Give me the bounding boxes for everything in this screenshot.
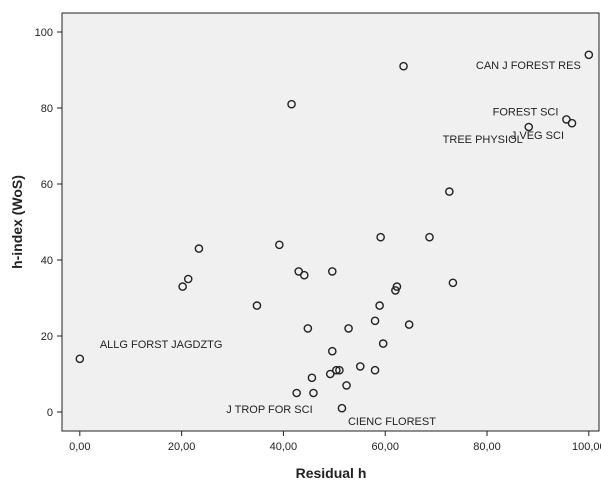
y-tick-label: 60: [41, 179, 53, 191]
point-label: CIENC FLOREST: [348, 416, 436, 428]
point-label: FOREST SCI: [493, 106, 559, 118]
data-point: [287, 99, 296, 109]
y-axis: 0 20 40 60 80 100: [35, 27, 62, 419]
data-point: [75, 354, 85, 364]
data-point: [332, 365, 341, 375]
data-point: [325, 369, 335, 379]
data-point: [299, 270, 309, 280]
y-tick-label: 20: [41, 331, 53, 343]
data-point: [275, 240, 284, 250]
x-axis: 0,00 20,00 40,00 60,00 80,00 100,00: [69, 431, 601, 453]
data-point: [448, 278, 458, 288]
plot-area: [61, 12, 600, 432]
point-label: CAN J FOREST RES: [476, 60, 581, 72]
data-point: [327, 346, 337, 356]
data-point: [327, 267, 337, 276]
x-tick-label: 0,00: [69, 441, 90, 453]
data-point: [307, 373, 317, 383]
x-axis-title: Residual h: [296, 465, 367, 481]
data-point: [567, 118, 577, 128]
data-point: [178, 282, 187, 291]
point-label: J TROP FOR SCI: [226, 404, 312, 416]
data-point: [425, 232, 434, 242]
data-point: [375, 301, 384, 310]
data-point: [342, 381, 351, 390]
data-point: [399, 61, 408, 71]
x-tick-label: 40,00: [270, 441, 298, 453]
data-point: [337, 403, 347, 413]
data-point: [194, 244, 204, 253]
point-label: J VEG SCI: [511, 130, 564, 142]
data-point: [524, 122, 534, 132]
data-point: [252, 301, 262, 310]
data-point: [335, 365, 344, 375]
x-tick-label: 100,00: [572, 441, 601, 453]
data-point: [584, 50, 594, 60]
y-axis-title: h-index (WoS): [9, 175, 25, 269]
data-point: [376, 232, 385, 242]
x-tick-label: 20,00: [168, 441, 196, 453]
data-point: [370, 365, 380, 375]
data-point: [392, 282, 402, 291]
data-point: [309, 388, 318, 398]
y-tick-label: 80: [41, 103, 53, 115]
point-label: TREE PHYSIOL: [443, 134, 523, 146]
data-point: [344, 324, 353, 333]
data-point: [378, 339, 388, 348]
data-point: [370, 316, 380, 326]
x-tick-label: 60,00: [371, 441, 399, 453]
point-labels: CAN J FOREST RES FOREST SCI J VEG SCITREE …: [100, 60, 581, 428]
y-tick-label: 40: [41, 255, 53, 267]
data-point: [404, 320, 414, 329]
data-point: [445, 187, 454, 196]
x-tick-label: 80,00: [473, 441, 501, 453]
data-point: [355, 362, 365, 371]
point-label: ALLG FORST JAGDZTG: [100, 339, 223, 351]
data-point: [391, 286, 400, 295]
data-points: [75, 50, 594, 413]
y-tick-label: 100: [35, 27, 53, 39]
data-point: [183, 274, 193, 284]
data-point: [303, 324, 313, 333]
y-tick-label: 0: [47, 407, 53, 419]
data-point: [292, 388, 301, 398]
